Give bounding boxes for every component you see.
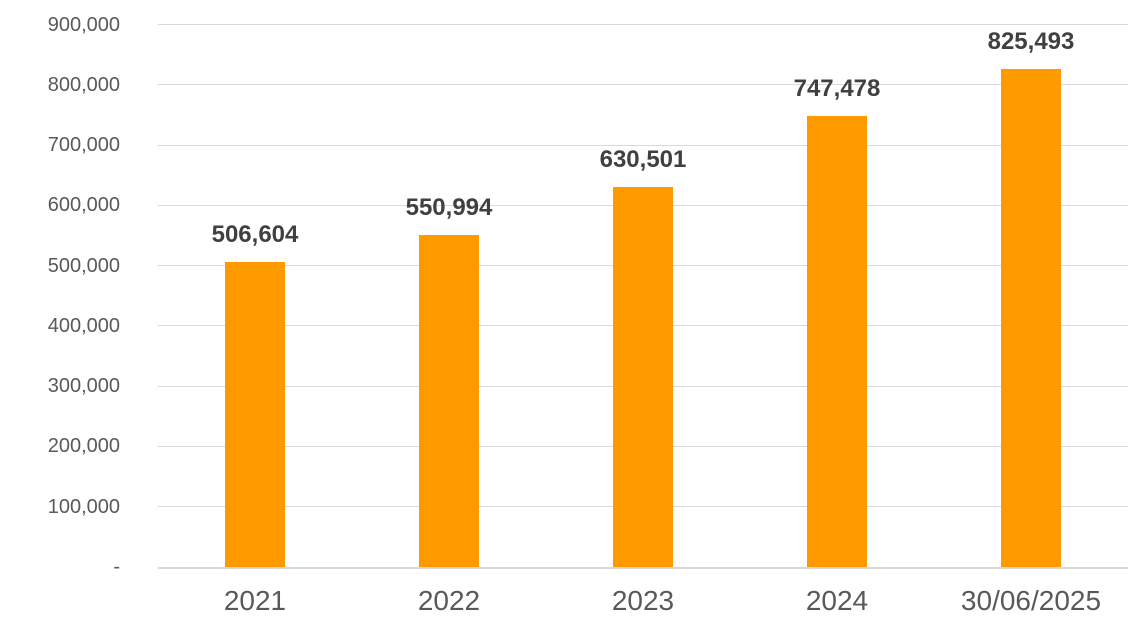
x-axis-category-label: 2023 [611, 585, 675, 616]
gridline [158, 144, 1128, 146]
y-axis-tick-label: 100,000 [47, 495, 120, 518]
bar-value-label: 506,604 [211, 220, 299, 248]
y-axis-tick-label: 300,000 [47, 375, 120, 398]
bar-value-label: 550,994 [405, 193, 493, 221]
y-axis-tick-label: 200,000 [47, 435, 120, 458]
y-axis-tick-label: 900,000 [47, 13, 120, 36]
bar-value-label: 747,478 [793, 75, 881, 103]
x-axis-category-label: 2024 [805, 585, 869, 616]
bar-30-06-2025 [1001, 69, 1061, 567]
bar-2023 [613, 186, 673, 567]
x-axis-line [158, 567, 1128, 569]
y-axis-tick-label: 600,000 [47, 194, 120, 217]
bar-value-label: 630,501 [599, 145, 687, 173]
y-axis-tick-label: 400,000 [47, 314, 120, 337]
y-axis-tick-label: 800,000 [47, 73, 120, 96]
y-axis-tick-label: 500,000 [47, 254, 120, 277]
bar-2022 [419, 234, 479, 567]
y-axis-tick-label: 700,000 [47, 134, 120, 157]
x-axis-category-label: 2022 [417, 585, 481, 616]
x-axis-category-label: 30/06/2025 [960, 585, 1102, 616]
gridline [158, 84, 1128, 86]
y-axis-tick-label: - [113, 556, 120, 578]
gridline [158, 24, 1128, 25]
bar-2021 [225, 261, 285, 567]
bar-value-label: 825,493 [987, 28, 1075, 56]
x-axis-category-label: 2021 [223, 585, 287, 616]
bar-2024 [807, 116, 867, 567]
